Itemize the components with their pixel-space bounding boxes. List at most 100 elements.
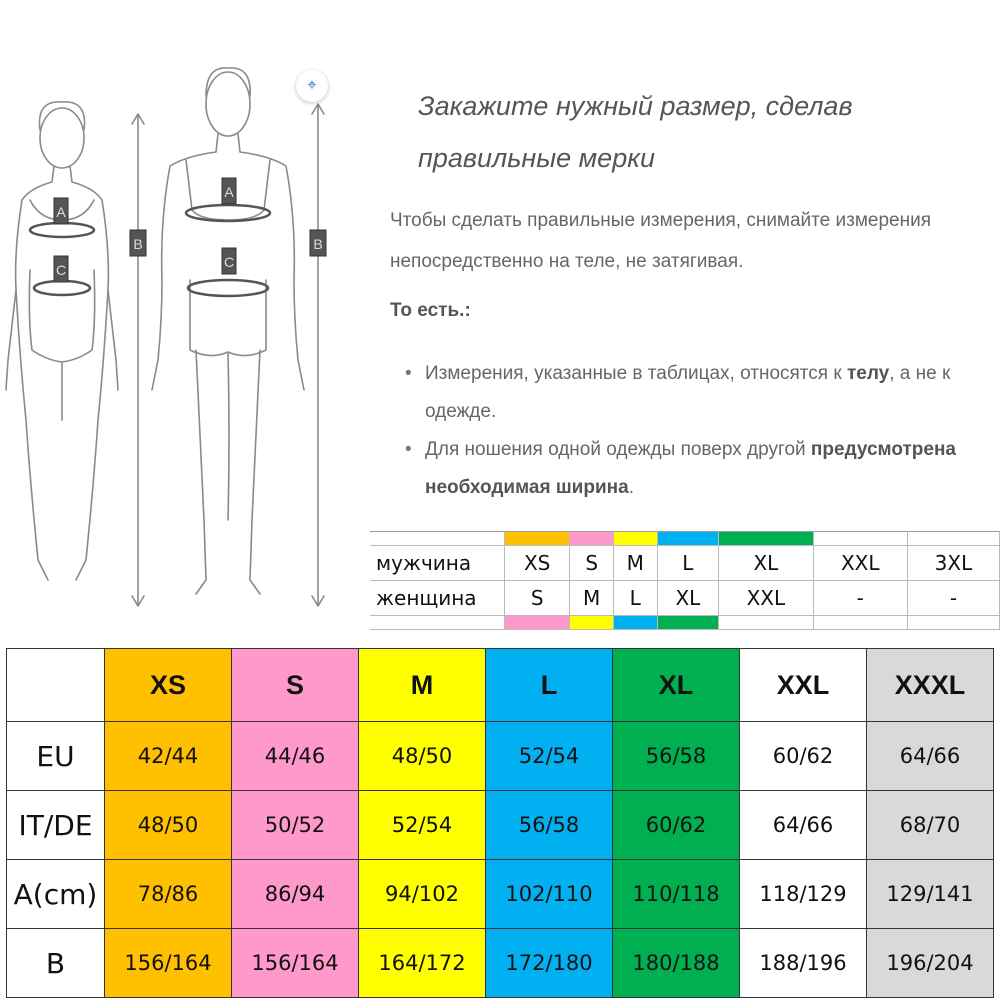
table-cell: 60/62	[739, 721, 867, 791]
row-label: IT/DE	[6, 790, 105, 860]
table-cell: 44/46	[231, 721, 359, 791]
table-cell: 52/54	[358, 790, 486, 860]
size-chart-table: XS S M L XL XXL XXXL EU 42/44 44/46 48/5…	[6, 648, 994, 998]
label-b-man: B	[313, 236, 322, 252]
table-row: A(cm) 78/86 86/94 94/102 102/110 110/118…	[6, 859, 994, 929]
table-cell: 196/204	[866, 928, 994, 998]
table-cell: L	[613, 580, 658, 616]
table-cell: 164/172	[358, 928, 486, 998]
row-label: EU	[6, 721, 105, 791]
size-header: S	[231, 648, 359, 722]
table-cell: XL	[657, 580, 720, 616]
color-swatch	[613, 531, 658, 546]
table-cell: 102/110	[485, 859, 613, 929]
bullet-text: Для ношения одной одежды поверх другой	[425, 439, 811, 460]
color-swatch	[718, 531, 814, 546]
color-swatch	[718, 615, 814, 630]
women-label: женщина	[370, 580, 505, 616]
men-size-row: мужчина XS S M L XL XXL 3XL	[370, 545, 1000, 581]
table-cell: -	[813, 580, 908, 616]
table-cell: 78/86	[104, 859, 232, 929]
table-cell: S	[569, 545, 614, 581]
table-cell: 156/164	[104, 928, 232, 998]
color-swatch	[657, 531, 720, 546]
corner-cell	[6, 648, 105, 722]
intro-text: Чтобы сделать правильные измерения, сним…	[390, 210, 931, 272]
table-cell	[370, 615, 505, 630]
bullet-item: Измерения, указанные в таблицах, относят…	[405, 355, 995, 431]
size-header: L	[485, 648, 613, 722]
table-cell: XXL	[718, 580, 814, 616]
row-label: B	[6, 928, 105, 998]
table-cell: XS	[504, 545, 571, 581]
subheading: То есть.:	[390, 300, 471, 321]
table-cell: 42/44	[104, 721, 232, 791]
table-cell: 3XL	[907, 545, 1000, 581]
color-swatch	[813, 615, 908, 630]
size-header: M	[358, 648, 486, 722]
man-figure	[151, 67, 305, 595]
table-cell: S	[504, 580, 571, 616]
color-swatch	[907, 615, 1000, 630]
table-row: EU 42/44 44/46 48/50 52/54 56/58 60/62 6…	[6, 721, 994, 791]
bullet-bold: телу	[846, 363, 890, 384]
table-cell: 64/66	[739, 790, 867, 860]
bullet-text: , а не к одежде.	[425, 363, 951, 422]
color-swatch	[504, 531, 571, 546]
scan-icon: ⌖	[307, 77, 317, 94]
size-header: XXXL	[866, 648, 994, 722]
women-size-row: женщина S M L XL XXL - -	[370, 580, 1000, 616]
size-header-row: XS S M L XL XXL XXXL	[6, 648, 994, 722]
bullet-text: .	[628, 477, 634, 498]
table-cell: 50/52	[231, 790, 359, 860]
table-cell: 188/196	[739, 928, 867, 998]
table-cell: 118/129	[739, 859, 867, 929]
table-cell: 110/118	[612, 859, 740, 929]
woman-figure	[5, 101, 119, 581]
size-conversion-table: мужчина XS S M L XL XXL 3XL женщина S M …	[370, 531, 1000, 630]
row-label: A(cm)	[6, 859, 105, 929]
bullet-text: Измерения, указанные в таблицах, относят…	[425, 363, 847, 384]
men-color-row	[370, 531, 1000, 546]
color-swatch	[613, 615, 658, 630]
bullet-item: Для ношения одной одежды поверх другой п…	[405, 431, 995, 507]
table-cell: 48/50	[104, 790, 232, 860]
women-color-row	[370, 615, 1000, 630]
label-c-woman: C	[56, 262, 66, 278]
table-cell: XXL	[813, 545, 908, 581]
table-cell: 180/188	[612, 928, 740, 998]
table-cell: M	[569, 580, 614, 616]
table-cell: 64/66	[866, 721, 994, 791]
color-swatch	[569, 531, 614, 546]
color-swatch	[813, 531, 908, 546]
size-header: XL	[612, 648, 740, 722]
table-cell: 94/102	[358, 859, 486, 929]
body-measurement-figures: A C A C B B	[5, 67, 327, 607]
table-cell: 68/70	[866, 790, 994, 860]
table-row: IT/DE 48/50 50/52 52/54 56/58 60/62 64/6…	[6, 790, 994, 860]
label-a-man: A	[224, 184, 234, 200]
table-row: B 156/164 156/164 164/172 172/180 180/18…	[6, 928, 994, 998]
color-swatch	[657, 615, 720, 630]
color-swatch	[907, 531, 1000, 546]
label-c-man: C	[224, 254, 234, 270]
bullet-bold: предусмотрена необходимая ширина	[425, 439, 956, 498]
table-cell: -	[907, 580, 1000, 616]
table-cell	[370, 531, 505, 546]
table-cell: 60/62	[612, 790, 740, 860]
table-cell: 156/164	[231, 928, 359, 998]
table-cell: 56/58	[612, 721, 740, 791]
size-header: XS	[104, 648, 232, 722]
table-cell: 52/54	[485, 721, 613, 791]
label-a-woman: A	[56, 204, 66, 220]
table-cell: M	[613, 545, 658, 581]
size-header: XXL	[739, 648, 867, 722]
color-swatch	[569, 615, 614, 630]
color-swatch	[504, 615, 571, 630]
page-heading: Закажите нужный размер, сделав правильны…	[418, 91, 853, 173]
table-cell: XL	[718, 545, 814, 581]
scan-button[interactable]: ⌖	[296, 70, 328, 102]
table-cell: 56/58	[485, 790, 613, 860]
table-cell: 129/141	[866, 859, 994, 929]
table-cell: 172/180	[485, 928, 613, 998]
